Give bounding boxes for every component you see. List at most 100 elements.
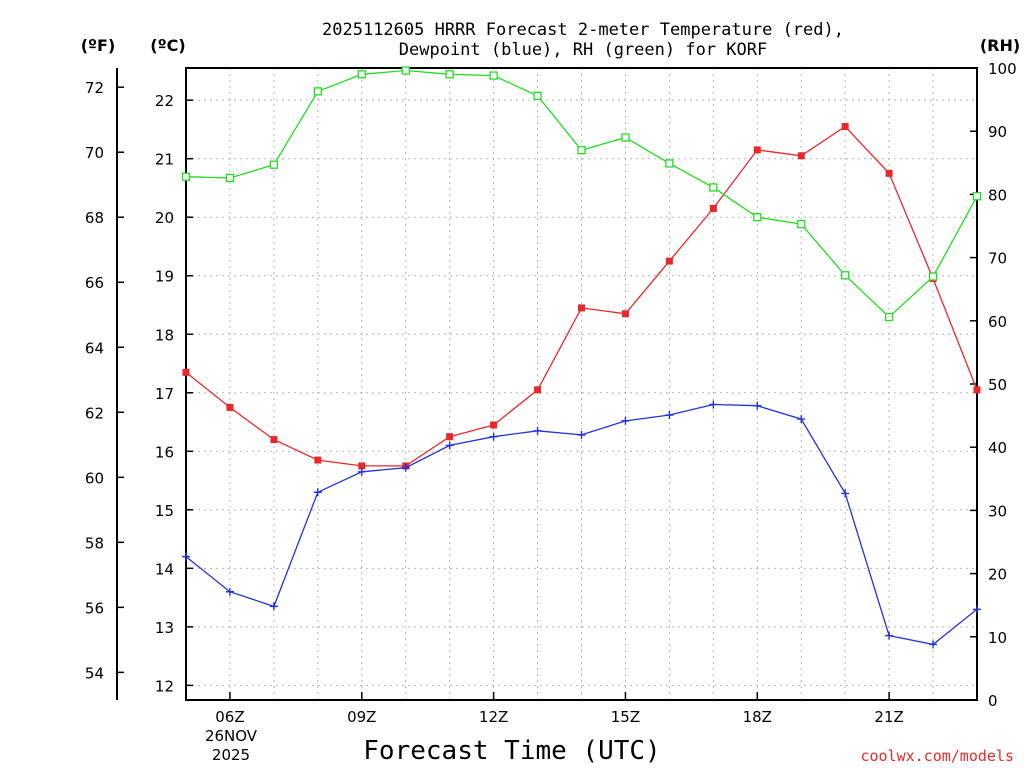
dewpoint-point <box>182 552 190 561</box>
rh-tick-label: 20 <box>988 566 1007 584</box>
rh-axis: 0 10 20 30 40 50 60 70 80 90 100 <box>970 60 1017 710</box>
x-tick-label: 15Z <box>611 708 640 726</box>
x-tick-label: 12Z <box>479 708 508 726</box>
fahrenheit-tick-label: 58 <box>85 534 104 552</box>
dewpoint-point <box>665 411 674 420</box>
fahrenheit-tick-label: 64 <box>85 339 104 357</box>
dewpoint-point <box>489 432 498 441</box>
celsius-tick-label: 20 <box>155 209 174 227</box>
rh-point <box>753 213 762 222</box>
temperature-point <box>797 152 805 160</box>
fahrenheit-tick-label: 62 <box>85 404 104 422</box>
dewpoint-point <box>929 640 938 649</box>
dewpoint-point <box>709 400 718 409</box>
celsius-axis: 12 13 14 15 16 17 18 19 20 21 22 <box>155 92 193 695</box>
dewpoint-point <box>445 441 454 450</box>
fahrenheit-tick-label: 68 <box>85 209 104 227</box>
x-axis-label: Forecast Time (UTC) <box>363 736 660 766</box>
temperature-point <box>841 123 849 131</box>
x-tick-label: 06Z <box>215 708 244 726</box>
dewpoint-point <box>357 467 366 476</box>
temperature-point <box>270 436 278 444</box>
rh-point <box>709 183 718 192</box>
rh-tick-label: 30 <box>988 502 1007 520</box>
dewpoint-point <box>885 631 894 640</box>
rh-tick-label: 10 <box>988 629 1007 647</box>
plot-series <box>181 66 982 649</box>
celsius-tick-label: 22 <box>155 92 174 110</box>
celsius-tick-label: 17 <box>155 385 174 403</box>
temperature-point <box>621 310 629 318</box>
rh-point <box>577 146 586 155</box>
dewpoint-point <box>225 587 234 596</box>
rh-point <box>884 312 894 322</box>
temperature-point <box>226 403 234 411</box>
rh-tick-label: 100 <box>988 60 1017 78</box>
dewpoint-point <box>753 401 762 410</box>
celsius-tick-label: 21 <box>155 151 174 169</box>
rh-point <box>357 70 366 79</box>
fahrenheit-tick-label: 56 <box>85 599 104 617</box>
celsius-tick-label: 15 <box>155 502 174 520</box>
rh-line <box>185 69 978 318</box>
date-label-day: 26NOV <box>205 727 258 745</box>
temperature-point <box>973 386 981 394</box>
celsius-tick-label: 16 <box>155 443 174 461</box>
fahrenheit-axis: 54 56 58 60 62 64 66 68 70 72 <box>85 79 124 682</box>
rh-point <box>445 70 454 79</box>
rh-point <box>928 272 938 281</box>
rh-tick-label: 90 <box>988 123 1007 141</box>
dewpoint-point <box>401 463 410 472</box>
temperature-point <box>709 204 717 212</box>
temperature-point <box>534 386 542 394</box>
axes <box>116 67 978 701</box>
dewpoint-point <box>973 605 981 614</box>
celsius-tick-label: 13 <box>155 619 174 637</box>
celsius-tick-label: 12 <box>155 677 174 695</box>
fahrenheit-tick-label: 60 <box>85 469 104 487</box>
fahrenheit-tick-label: 70 <box>85 144 104 162</box>
rh-point <box>972 192 982 201</box>
credit-text: coolwx.com/models <box>860 747 1014 765</box>
celsius-tick-label: 19 <box>155 268 174 286</box>
temperature-point <box>490 421 498 429</box>
rh-point <box>533 91 542 100</box>
dewpoint-point <box>269 602 278 611</box>
temperature-point <box>578 304 585 312</box>
chart-title-line1: 2025112605 HRRR Forecast 2-meter Tempera… <box>322 20 844 40</box>
dewpoint-point <box>313 488 322 497</box>
x-tick-label: 09Z <box>347 708 376 726</box>
rh-point <box>225 173 235 183</box>
chart-title-line2: Dewpoint (blue), RH (green) for KORF <box>399 40 767 60</box>
temperature-point <box>182 368 190 376</box>
temperature-point <box>314 456 322 464</box>
dewpoint-point <box>797 415 806 424</box>
temperature-point <box>358 462 366 470</box>
x-axis: 06Z 09Z 12Z 15Z 18Z 21Z <box>215 692 904 726</box>
rh-point <box>797 219 806 229</box>
plot-frame <box>185 67 978 701</box>
fahrenheit-tick-label: 72 <box>85 79 104 97</box>
rh-tick-label: 40 <box>988 439 1007 457</box>
temperature-point <box>446 433 454 441</box>
rh-tick-label: 50 <box>988 376 1007 394</box>
date-label-year: 2025 <box>212 746 250 764</box>
x-tick-label: 21Z <box>874 708 903 726</box>
rh-point <box>401 66 410 75</box>
celsius-tick-label: 14 <box>155 560 174 578</box>
rh-point <box>489 71 498 80</box>
rh-tick-label: 70 <box>988 250 1007 268</box>
rh-point <box>841 271 850 280</box>
celsius-unit-label: (ºC) <box>150 36 185 55</box>
dewpoint-point <box>621 416 630 425</box>
temperature-point <box>885 169 893 177</box>
fahrenheit-unit-label: (ºF) <box>81 36 116 55</box>
dewpoint-point <box>577 430 586 439</box>
rh-tick-label: 60 <box>988 313 1007 331</box>
celsius-tick-label: 18 <box>155 326 174 344</box>
fahrenheit-tick-label: 66 <box>85 274 104 292</box>
fahrenheit-tick-label: 54 <box>85 664 104 682</box>
rh-point <box>313 87 322 96</box>
rh-tick-label: 0 <box>988 692 998 710</box>
